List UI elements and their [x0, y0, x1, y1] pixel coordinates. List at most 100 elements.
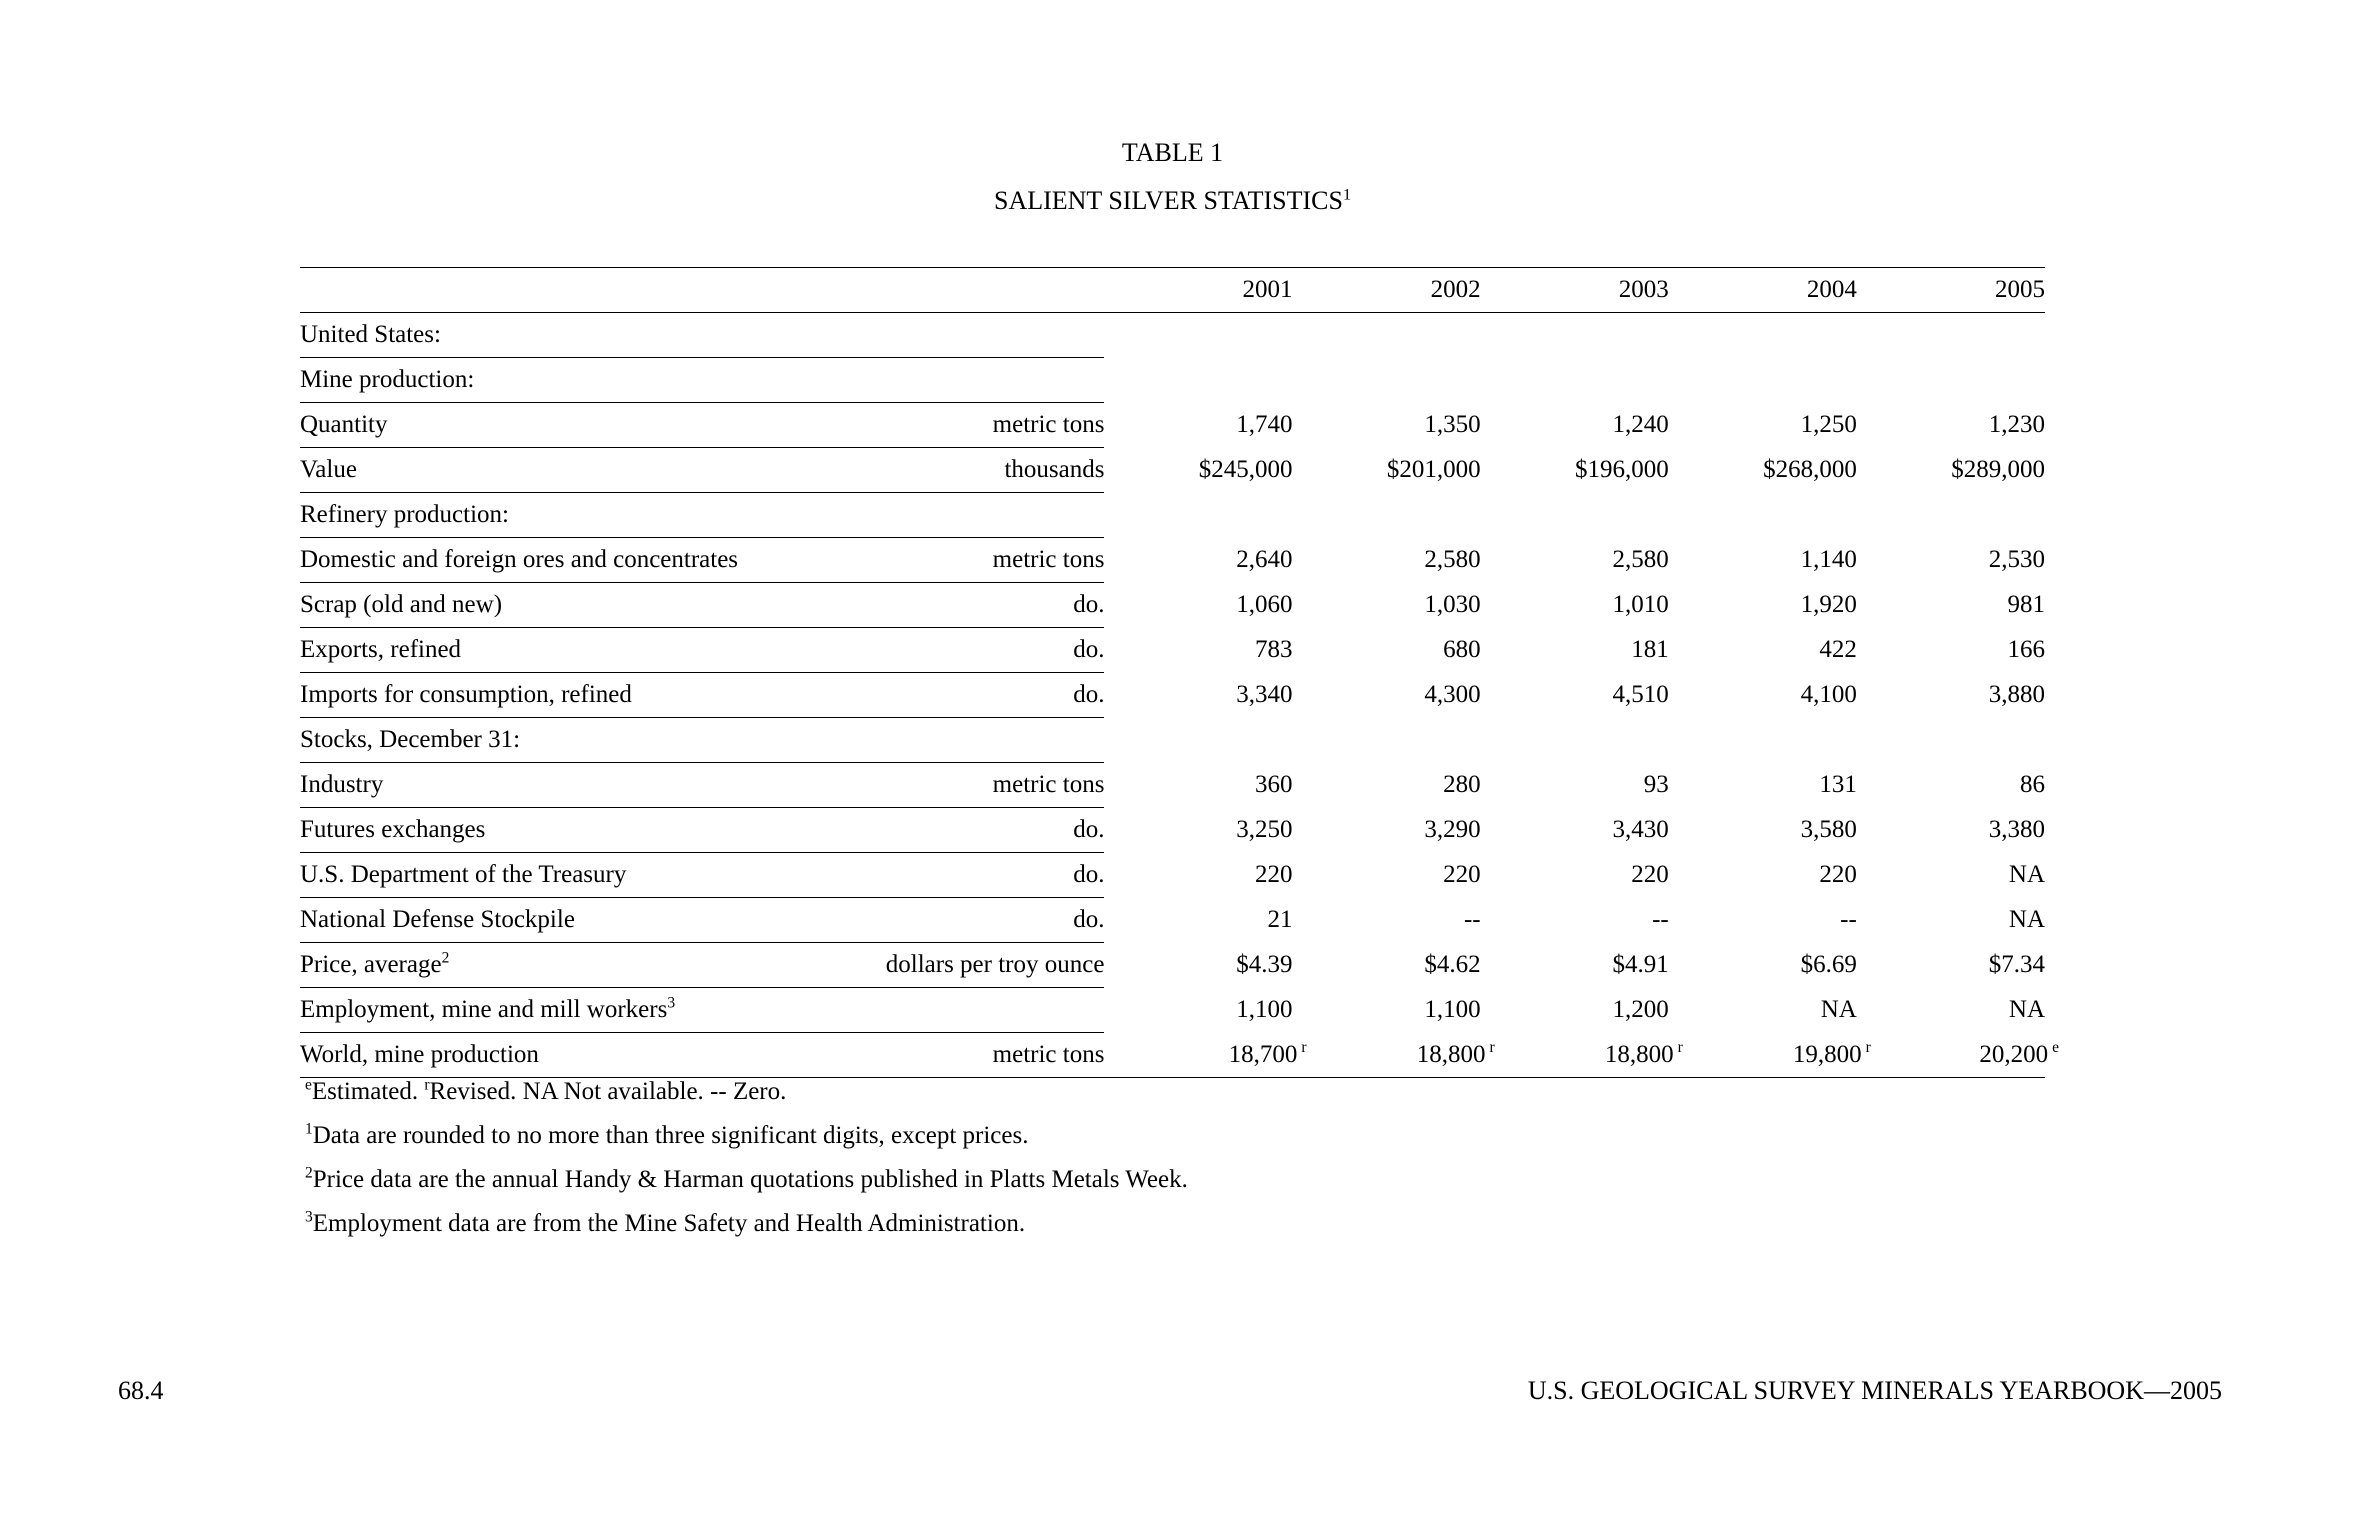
row-value: 181 — [1631, 636, 1669, 663]
row-label: Scrap (old and new) — [300, 582, 821, 628]
row-value: 1,200 — [1612, 996, 1669, 1023]
row-value: 4,510 — [1612, 681, 1669, 708]
row-label: Industry — [300, 762, 821, 808]
row-value: NA — [1820, 996, 1857, 1023]
row-value: 21 — [1267, 906, 1293, 933]
row-label: Imports for consumption, refined — [300, 672, 821, 718]
row-value: 1,030 — [1424, 591, 1481, 618]
row-value: $289,000 — [1951, 456, 2045, 483]
row-value: 3,380 — [1988, 816, 2045, 843]
row-value: 1,230 — [1988, 411, 2045, 438]
title-block: TABLE 1 SALIENT SILVER STATISTICS1 — [300, 138, 2045, 216]
row-value: $4.39 — [1236, 951, 1293, 978]
row-value: 1,060 — [1236, 591, 1293, 618]
row-value: 1,100 — [1236, 996, 1293, 1023]
table-row: Exports, refined do. 783 680 181 422 166 — [300, 627, 2045, 673]
row-value: 2,640 — [1236, 546, 1293, 573]
row-value: 18,700 r — [1104, 1032, 1307, 1078]
row-label: National Defense Stockpile — [300, 897, 821, 943]
table-row: Futures exchanges do. 3,250 3,290 3,430 3,580… — [300, 807, 2045, 853]
table-subtitle-footnote-ref: 1 — [1342, 186, 1352, 204]
value-footnote-ref: e — [2052, 1039, 2059, 1057]
row-value: $6.69 — [1800, 951, 1857, 978]
unit-header-empty — [820, 267, 1105, 313]
row-value: 4,300 — [1424, 681, 1481, 708]
row-label: U.S. Department of the Treasury — [300, 852, 821, 898]
row-value: $4.62 — [1424, 951, 1481, 978]
row-unit: metric tons — [820, 762, 1105, 808]
row-value: 360 — [1255, 771, 1293, 798]
row-value — [1293, 493, 1481, 538]
table-row: Refinery production: — [300, 492, 2045, 538]
row-value: -- — [1463, 906, 1481, 933]
table-row: Scrap (old and new) do. 1,060 1,030 1,010 1,9… — [300, 582, 2045, 628]
table-subtitle-text: SALIENT SILVER STATISTICS — [993, 186, 1343, 215]
value-footnote-ref: r — [1301, 1039, 1307, 1057]
table-row: Mine production: — [300, 357, 2045, 403]
row-value — [1857, 493, 2045, 538]
row-unit: do. — [820, 672, 1105, 718]
row-label: Value — [300, 447, 821, 493]
footnote-ref: 3 — [667, 994, 676, 1012]
row-value: -- — [1840, 906, 1857, 933]
footnote: 1Data are rounded to no more than three … — [305, 1120, 1029, 1149]
row-value: 3,880 — [1988, 681, 2045, 708]
year-column-header: 2003 — [1480, 267, 1669, 313]
row-value — [1104, 493, 1292, 538]
row-value: 2,530 — [1988, 546, 2045, 573]
row-value — [1481, 493, 1669, 538]
row-value — [1293, 313, 1481, 358]
row-label: United States: — [300, 312, 821, 358]
row-value: 1,740 — [1236, 411, 1293, 438]
footnote: eEstimated. rRevised. NA Not available. … — [305, 1076, 787, 1105]
row-value: 220 — [1819, 861, 1857, 888]
row-unit: metric tons — [820, 537, 1105, 583]
row-value: 19,800 r — [1668, 1032, 1871, 1078]
row-value: 1,250 — [1800, 411, 1857, 438]
row-unit: do. — [820, 627, 1105, 673]
row-value: 1,920 — [1800, 591, 1857, 618]
row-unit: metric tons — [820, 1032, 1105, 1078]
table-row: United States: — [300, 312, 2045, 358]
row-value — [1669, 718, 1857, 763]
row-value: 783 — [1255, 636, 1293, 663]
row-value: 1,010 — [1612, 591, 1669, 618]
row-value: $245,000 — [1198, 456, 1293, 483]
row-label: Refinery production: — [300, 492, 821, 538]
row-value: NA — [2008, 906, 2045, 933]
row-value: 1,240 — [1612, 411, 1669, 438]
row-value — [1293, 358, 1481, 403]
row-value: 1,100 — [1424, 996, 1481, 1023]
footnote-ref: 2 — [441, 949, 450, 967]
footer-publication: U.S. GEOLOGICAL SURVEY MINERALS YEARBOOK… — [1527, 1376, 2222, 1405]
row-value: 86 — [2020, 771, 2045, 798]
row-value — [1857, 718, 2045, 763]
row-unit: do. — [820, 582, 1105, 628]
table-row: World, mine production metric tons 18,700 r… — [300, 1032, 2059, 1078]
row-value — [1669, 493, 1857, 538]
row-value — [1104, 358, 1292, 403]
table-row: National Defense Stockpile do. 21 -- -- -- NA — [300, 897, 2045, 943]
row-value: 1,350 — [1424, 411, 1481, 438]
row-label: Quantity — [300, 402, 821, 448]
row-value — [1857, 313, 2045, 358]
row-value — [1669, 313, 1857, 358]
year-column-header: 2001 — [1104, 267, 1293, 313]
footnote: 3Employment data are from the Mine Safet… — [305, 1208, 1026, 1237]
row-value: 3,430 — [1612, 816, 1669, 843]
row-label: Stocks, December 31: — [300, 717, 821, 763]
row-value: $201,000 — [1386, 456, 1481, 483]
row-label: Price, average2 — [300, 942, 821, 988]
row-value — [1481, 358, 1669, 403]
salient-silver-statistics-table: 2001 2002 2003 2004 2005 United States: M… — [300, 267, 2059, 1078]
row-value — [1104, 718, 1292, 763]
row-value — [1104, 313, 1292, 358]
row-value: $196,000 — [1574, 456, 1669, 483]
footnote-marker: e — [305, 1076, 312, 1094]
table-body: United States: Mine production: Quantity me… — [300, 312, 2059, 1078]
row-unit — [820, 717, 1105, 763]
value-footnote-ref: r — [1677, 1039, 1683, 1057]
row-value: $4.91 — [1612, 951, 1669, 978]
footnote-marker: 3 — [305, 1208, 313, 1226]
